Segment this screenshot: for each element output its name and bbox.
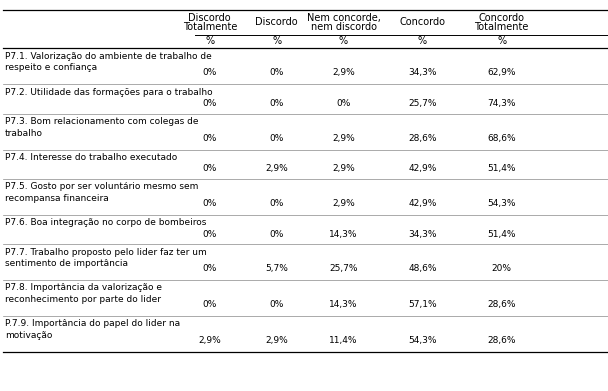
Text: P7.2. Utilidade das formações para o trabalho: P7.2. Utilidade das formações para o tra… <box>5 88 212 97</box>
Text: 2,9%: 2,9% <box>332 134 355 143</box>
Text: %: % <box>205 36 215 46</box>
Text: 14,3%: 14,3% <box>330 300 358 309</box>
Text: P7.4. Interesse do trabalho executado: P7.4. Interesse do trabalho executado <box>5 153 177 162</box>
Text: %: % <box>418 36 427 46</box>
Text: 34,3%: 34,3% <box>409 68 437 77</box>
Text: 2,9%: 2,9% <box>332 199 355 208</box>
Text: P7.3. Bom relacionamento com colegas de: P7.3. Bom relacionamento com colegas de <box>5 117 198 126</box>
Text: Totalmente: Totalmente <box>182 22 237 32</box>
Text: 54,3%: 54,3% <box>488 199 516 208</box>
Text: 62,9%: 62,9% <box>488 68 516 77</box>
Text: 0%: 0% <box>269 68 284 77</box>
Text: 34,3%: 34,3% <box>409 230 437 239</box>
Text: 48,6%: 48,6% <box>409 264 437 273</box>
Text: motivação: motivação <box>5 331 52 340</box>
Text: 25,7%: 25,7% <box>409 99 437 108</box>
Text: P7.5. Gosto por ser voluntário mesmo sem: P7.5. Gosto por ser voluntário mesmo sem <box>5 182 198 191</box>
Text: Discordo: Discordo <box>188 13 231 23</box>
Text: 51,4%: 51,4% <box>488 230 516 239</box>
Text: sentimento de importância: sentimento de importância <box>5 259 128 268</box>
Text: P7.8. Importância da valorização e: P7.8. Importância da valorização e <box>5 283 162 292</box>
Text: 0%: 0% <box>202 134 217 143</box>
Text: 0%: 0% <box>269 134 284 143</box>
Text: 0%: 0% <box>269 99 284 108</box>
Text: P.7.9. Importância do papel do lider na: P.7.9. Importância do papel do lider na <box>5 319 180 328</box>
Text: 14,3%: 14,3% <box>330 230 358 239</box>
Text: %: % <box>339 36 348 46</box>
Text: 68,6%: 68,6% <box>487 134 516 143</box>
Text: recompansa financeira: recompansa financeira <box>5 194 109 203</box>
Text: 0%: 0% <box>336 99 351 108</box>
Text: 5,7%: 5,7% <box>265 264 288 273</box>
Text: P7.6. Boa integração no corpo de bombeiros: P7.6. Boa integração no corpo de bombeir… <box>5 218 206 227</box>
Text: respeito e confiança: respeito e confiança <box>5 63 97 72</box>
Text: 25,7%: 25,7% <box>330 264 358 273</box>
Text: 20%: 20% <box>492 264 511 273</box>
Text: 28,6%: 28,6% <box>409 134 437 143</box>
Text: 0%: 0% <box>202 199 217 208</box>
Text: 0%: 0% <box>202 300 217 309</box>
Text: Discordo: Discordo <box>255 18 298 27</box>
Text: 57,1%: 57,1% <box>408 300 437 309</box>
Text: Concordo: Concordo <box>399 18 446 27</box>
Text: 28,6%: 28,6% <box>488 300 516 309</box>
Text: 0%: 0% <box>202 99 217 108</box>
Text: 2,9%: 2,9% <box>265 336 288 345</box>
Text: 42,9%: 42,9% <box>409 164 437 173</box>
Text: 2,9%: 2,9% <box>332 68 355 77</box>
Text: 0%: 0% <box>202 230 217 239</box>
Text: P7.7. Trabalho proposto pelo lider faz ter um: P7.7. Trabalho proposto pelo lider faz t… <box>5 248 207 256</box>
Text: 2,9%: 2,9% <box>332 164 355 173</box>
Text: Nem concorde,: Nem concorde, <box>306 13 381 23</box>
Text: %: % <box>497 36 506 46</box>
Text: 28,6%: 28,6% <box>488 336 516 345</box>
Text: 2,9%: 2,9% <box>265 164 288 173</box>
Text: 0%: 0% <box>202 164 217 173</box>
Text: 0%: 0% <box>202 264 217 273</box>
Text: Totalmente: Totalmente <box>474 22 529 32</box>
Text: 74,3%: 74,3% <box>488 99 516 108</box>
Text: %: % <box>272 36 282 46</box>
Text: Concordo: Concordo <box>478 13 525 23</box>
Text: reconhecimento por parte do lider: reconhecimento por parte do lider <box>5 295 161 304</box>
Text: 0%: 0% <box>269 199 284 208</box>
Text: 0%: 0% <box>269 300 284 309</box>
Text: nem discordo: nem discordo <box>311 22 376 32</box>
Text: P7.1. Valorização do ambiente de trabalho de: P7.1. Valorização do ambiente de trabalh… <box>5 52 212 61</box>
Text: 11,4%: 11,4% <box>330 336 358 345</box>
Text: 42,9%: 42,9% <box>409 199 437 208</box>
Text: 54,3%: 54,3% <box>409 336 437 345</box>
Text: 51,4%: 51,4% <box>488 164 516 173</box>
Text: 0%: 0% <box>202 68 217 77</box>
Text: 0%: 0% <box>269 230 284 239</box>
Text: trabalho: trabalho <box>5 129 43 138</box>
Text: 2,9%: 2,9% <box>198 336 221 345</box>
